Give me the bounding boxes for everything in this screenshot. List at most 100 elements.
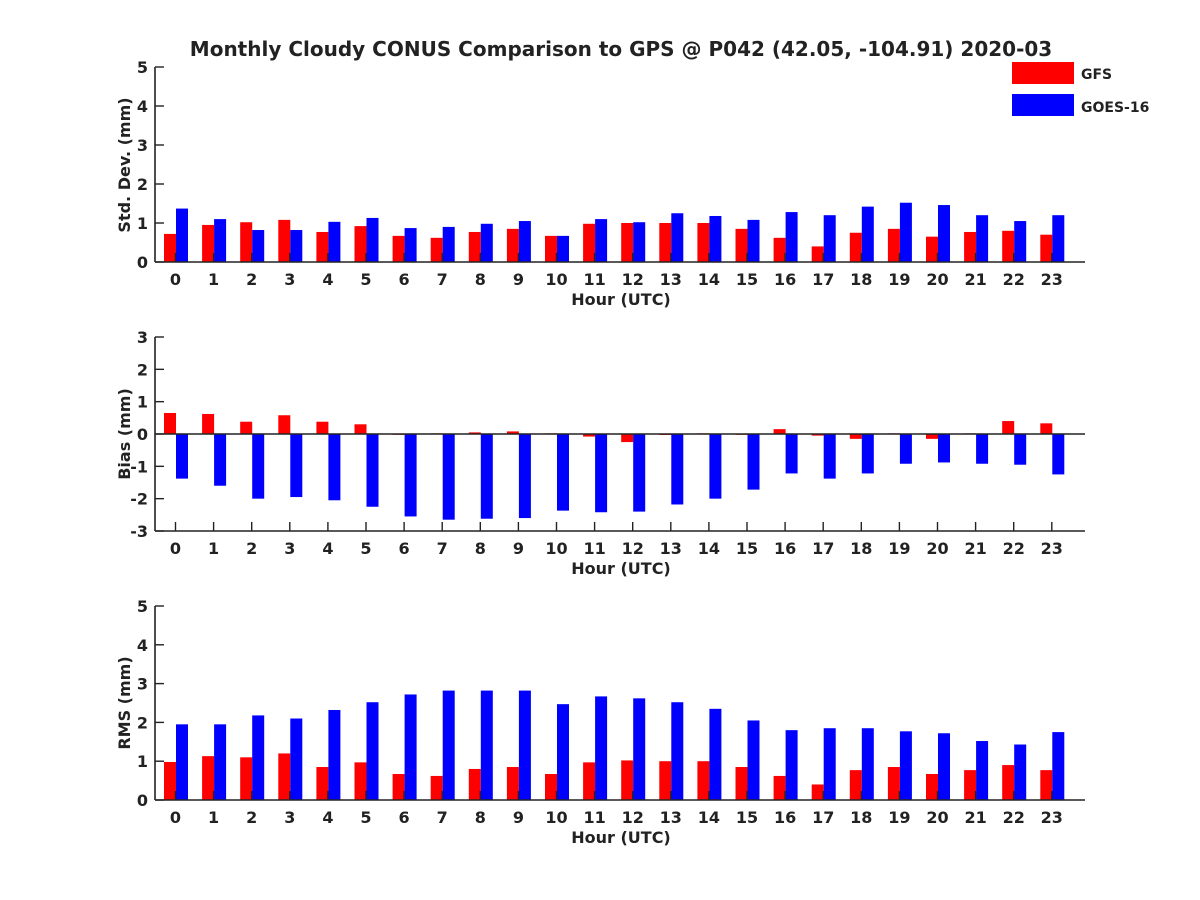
bias-bar-gfs-0 <box>164 412 176 434</box>
rms-bar-goes16-16 <box>785 730 798 800</box>
rms-xtick-label: 23 <box>1041 808 1063 827</box>
rms-bar-goes16-23 <box>1052 732 1065 800</box>
rms-xtick-label: 4 <box>322 808 333 827</box>
bias-bar-gfs-17 <box>811 434 824 436</box>
rms-xtick-label: 11 <box>583 808 605 827</box>
stddev-bar-gfs-9 <box>506 228 519 262</box>
rms-ytick-label: 5 <box>137 597 148 616</box>
bias-bar-goes16-9 <box>518 434 531 519</box>
rms-ytick-label: 0 <box>137 791 148 810</box>
rms-bar-gfs-19 <box>887 767 900 800</box>
bias-bar-goes16-4 <box>328 434 341 501</box>
bias-xtick-label: 18 <box>850 539 872 558</box>
rms-bar-gfs-0 <box>164 761 176 800</box>
bias-ytick-label: 0 <box>137 425 148 444</box>
stddev-bar-goes16-22 <box>1014 221 1027 262</box>
rms-bar-gfs-17 <box>811 784 824 800</box>
rms-bar-gfs-10 <box>545 774 557 800</box>
rms-xtick-label: 5 <box>360 808 371 827</box>
bias-xtick-label: 14 <box>698 539 720 558</box>
rms-xtick-label: 1 <box>208 808 219 827</box>
rms-bar-goes16-1 <box>214 724 227 800</box>
rms-xtick-label: 8 <box>475 808 486 827</box>
bias-bar-goes16-23 <box>1052 434 1065 475</box>
stddev-bar-goes16-7 <box>442 226 455 262</box>
bias-xtick-label: 23 <box>1041 539 1063 558</box>
bias-ytick-label: 2 <box>137 360 148 379</box>
chart-title: Monthly Cloudy CONUS Comparison to GPS @… <box>190 37 1052 61</box>
stddev-bar-gfs-22 <box>1002 230 1015 262</box>
bias-bar-goes16-15 <box>747 434 760 490</box>
rms-bar-gfs-21 <box>964 770 977 800</box>
bias-bar-goes16-10 <box>557 434 569 511</box>
rms-bar-gfs-9 <box>506 767 519 800</box>
rms-bar-gfs-3 <box>278 753 291 800</box>
stddev-bar-goes16-16 <box>785 212 798 262</box>
bias-xtick-label: 2 <box>246 539 257 558</box>
rms-bar-gfs-20 <box>926 774 938 800</box>
stddev-xtick-label: 16 <box>774 270 796 289</box>
stddev-xtick-label: 4 <box>322 270 333 289</box>
stddev-xtick-label: 18 <box>850 270 872 289</box>
rms-bar-goes16-13 <box>671 702 684 800</box>
stddev-bar-gfs-16 <box>773 237 786 262</box>
rms-xtick-label: 21 <box>964 808 986 827</box>
stddev-bar-gfs-18 <box>849 232 862 262</box>
rms-bar-gfs-1 <box>202 756 215 800</box>
rms-ytick-label: 1 <box>137 752 148 771</box>
stddev-bar-goes16-13 <box>671 213 684 262</box>
rms-xtick-label: 20 <box>926 808 948 827</box>
rms-bar-goes16-17 <box>823 728 836 800</box>
legend-swatch-goes16 <box>1012 94 1074 116</box>
stddev-bar-goes16-17 <box>823 215 836 262</box>
bias-xtick-label: 13 <box>660 539 682 558</box>
stddev-bar-goes16-15 <box>747 219 760 262</box>
rms-bar-gfs-16 <box>773 775 786 800</box>
stddev-xtick-label: 1 <box>208 270 219 289</box>
rms-bar-gfs-11 <box>583 762 596 800</box>
stddev-bar-gfs-5 <box>354 226 367 262</box>
bias-ytick-label: -2 <box>130 490 148 509</box>
rms-bar-goes16-6 <box>404 694 417 800</box>
bias-xtick-label: 3 <box>284 539 295 558</box>
bias-bar-gfs-8 <box>468 432 481 434</box>
rms-xtick-label: 6 <box>399 808 410 827</box>
stddev-bar-gfs-0 <box>164 233 176 262</box>
rms-ytick-label: 3 <box>137 675 148 694</box>
bias-xtick-label: 1 <box>208 539 219 558</box>
stddev-bar-gfs-7 <box>430 237 443 262</box>
bias-xtick-label: 7 <box>437 539 448 558</box>
stddev-bar-goes16-0 <box>176 208 188 262</box>
bias-bar-goes16-0 <box>176 434 188 479</box>
rms-bar-gfs-7 <box>430 775 443 800</box>
bias-bar-gfs-1 <box>202 413 215 434</box>
rms-bar-goes16-11 <box>595 696 608 800</box>
stddev-bar-gfs-13 <box>659 223 672 262</box>
rms-xtick-label: 16 <box>774 808 796 827</box>
stddev-bar-goes16-14 <box>709 215 722 262</box>
rms-bar-goes16-7 <box>442 690 455 800</box>
rms-xtick-label: 0 <box>170 808 181 827</box>
rms-bar-gfs-12 <box>621 760 634 800</box>
rms-bar-goes16-0 <box>176 724 188 800</box>
bias-xtick-label: 9 <box>513 539 524 558</box>
bias-bar-goes16-17 <box>823 434 836 479</box>
rms-bar-gfs-4 <box>316 767 329 800</box>
stddev-xtick-label: 20 <box>926 270 948 289</box>
rms-bar-gfs-14 <box>697 761 710 800</box>
stddev-xtick-label: 14 <box>698 270 720 289</box>
stddev-ytick-label: 0 <box>137 253 148 272</box>
bias-xtick-label: 5 <box>360 539 371 558</box>
stddev-xtick-label: 5 <box>360 270 371 289</box>
rms-xtick-label: 2 <box>246 808 257 827</box>
stddev-bar-gfs-10 <box>545 235 557 262</box>
stddev-bar-goes16-12 <box>633 222 646 262</box>
rms-bar-goes16-20 <box>938 733 950 800</box>
rms-xtick-label: 22 <box>1003 808 1025 827</box>
bias-bar-gfs-4 <box>316 421 329 434</box>
bias-bar-gfs-11 <box>583 434 596 437</box>
bias-xtick-label: 19 <box>888 539 910 558</box>
stddev-xtick-label: 22 <box>1003 270 1025 289</box>
bias-xtick-label: 0 <box>170 539 181 558</box>
